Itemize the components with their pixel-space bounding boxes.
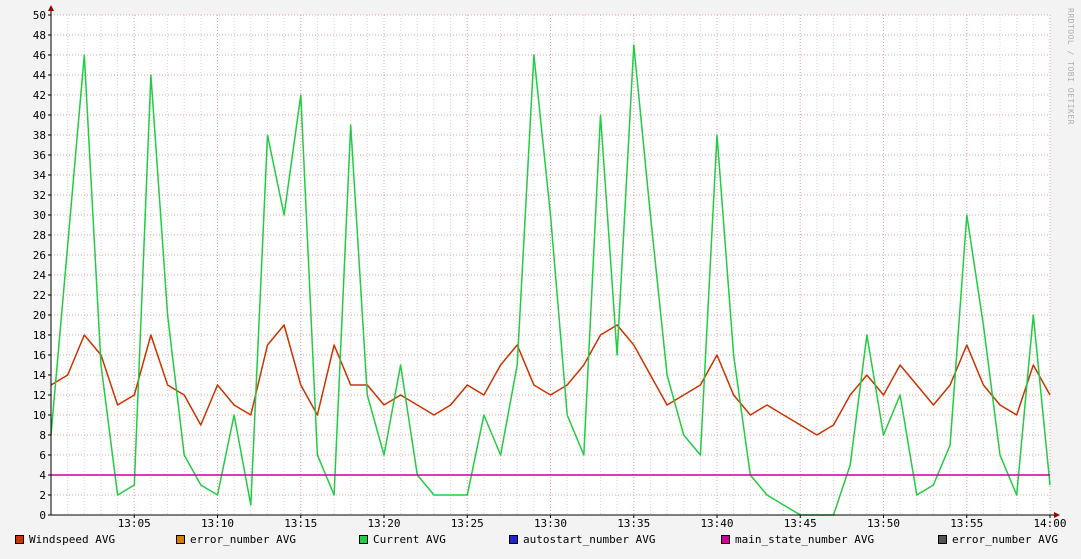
x-tick-label: 13:25 — [451, 517, 484, 530]
legend-item: autostart_number AVG — [509, 533, 655, 546]
x-tick-label: 13:35 — [617, 517, 650, 530]
y-tick-label: 28 — [33, 229, 46, 242]
y-axis-arrow — [48, 5, 54, 11]
legend-label: error_number AVG — [952, 533, 1058, 546]
y-tick-label: 24 — [33, 269, 47, 282]
x-tick-label: 13:55 — [950, 517, 983, 530]
y-tick-label: 26 — [33, 249, 46, 262]
legend-swatch — [176, 535, 185, 544]
legend-swatch — [359, 535, 368, 544]
x-tick-label: 14:00 — [1033, 517, 1066, 530]
x-tick-label: 13:20 — [367, 517, 400, 530]
y-tick-label: 2 — [39, 489, 46, 502]
x-tick-label: 13:40 — [700, 517, 733, 530]
y-tick-label: 22 — [33, 289, 46, 302]
series-line — [50, 44, 1051, 516]
y-tick-label: 16 — [33, 349, 46, 362]
legend-item: Windspeed AVG — [15, 533, 115, 546]
legend-item: error_number AVG — [176, 533, 296, 546]
legend-label: error_number AVG — [190, 533, 296, 546]
x-tick-label: 13:45 — [784, 517, 817, 530]
legend-label: autostart_number AVG — [523, 533, 656, 546]
x-tick-label: 13:15 — [284, 517, 317, 530]
x-tick-label: 13:50 — [867, 517, 900, 530]
y-tick-label: 4 — [39, 469, 46, 482]
y-tick-label: 32 — [33, 189, 46, 202]
legend-label: main_state_number AVG — [735, 533, 875, 546]
legend-swatch — [721, 535, 730, 544]
y-tick-label: 34 — [33, 169, 47, 182]
y-tick-label: 30 — [33, 209, 46, 222]
legend-item: error_number AVG — [938, 533, 1058, 546]
x-axis-arrow — [1054, 512, 1060, 518]
legend-label: Windspeed AVG — [29, 533, 116, 546]
y-tick-label: 38 — [33, 129, 46, 142]
legend-label: Current AVG — [373, 533, 446, 546]
legend-swatch — [15, 535, 24, 544]
legend-swatch — [509, 535, 518, 544]
legend-item: Current AVG — [359, 533, 446, 546]
y-tick-label: 44 — [33, 69, 47, 82]
y-tick-label: 18 — [33, 329, 46, 342]
y-tick-label: 6 — [39, 449, 46, 462]
y-tick-label: 48 — [33, 29, 46, 42]
y-tick-label: 12 — [33, 389, 46, 402]
x-tick-label: 13:05 — [118, 517, 151, 530]
y-tick-label: 8 — [39, 429, 46, 442]
y-tick-label: 42 — [33, 89, 46, 102]
legend-item: main_state_number AVG — [721, 533, 874, 546]
legend-swatch — [938, 535, 947, 544]
y-tick-label: 36 — [33, 149, 46, 162]
y-tick-label: 20 — [33, 309, 46, 322]
legend: Windspeed AVG error_number AVG Current AVG… — [0, 533, 1081, 551]
y-tick-label: 50 — [33, 9, 46, 22]
x-tick-label: 13:30 — [534, 517, 567, 530]
y-tick-label: 0 — [39, 509, 46, 522]
y-tick-label: 46 — [33, 49, 46, 62]
x-tick-label: 13:10 — [201, 517, 234, 530]
series-line — [50, 324, 1051, 436]
y-tick-label: 40 — [33, 109, 46, 122]
y-tick-label: 14 — [33, 369, 47, 382]
watermark-text: RRDTOOL / TOBI OETIKER — [1066, 8, 1075, 125]
y-tick-label: 10 — [33, 409, 46, 422]
